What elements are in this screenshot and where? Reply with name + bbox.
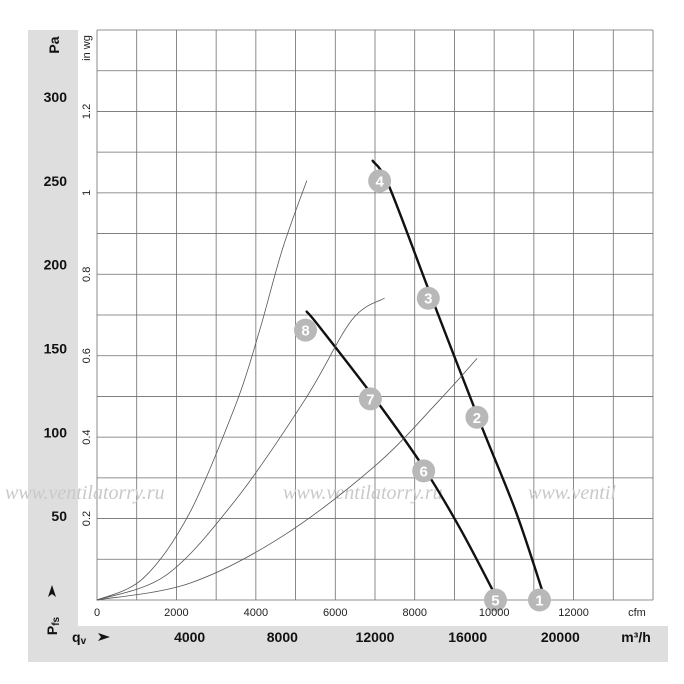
pa-tick-label: 100 — [44, 424, 68, 440]
cfm-tick-label: 2000 — [164, 607, 188, 619]
inwg-tick-label: 1.2 — [81, 104, 93, 119]
inwg-tick-label: 0.8 — [81, 267, 93, 282]
pressure-arrow-icon — [48, 585, 56, 597]
operating-point-label: 6 — [419, 463, 427, 480]
operating-points: 1 2 3 4 5 6 7 8 — [294, 169, 551, 612]
operating-point-marker — [412, 459, 436, 483]
operating-point-marker — [465, 405, 489, 429]
watermark-text: www.ventilatorry.ru — [5, 482, 165, 504]
watermark: www.ventilatorry.ru www.ventilatorry.ru ww… — [5, 482, 616, 504]
operating-point-marker — [483, 588, 507, 612]
pa-tick-label: 150 — [44, 341, 68, 357]
operating-point-label: 1 — [535, 593, 543, 610]
m3h-tick-label: 20000 — [541, 629, 580, 645]
operating-point-marker — [368, 169, 392, 193]
bottom-axis-band — [28, 626, 668, 662]
system-curve-line — [96, 358, 478, 601]
fan-curve-line — [305, 310, 499, 602]
m3h-tick-label: 16000 — [448, 629, 487, 645]
cfm-tick-label: 8000 — [402, 607, 426, 619]
operating-point-marker — [527, 588, 551, 612]
m3h-tick-label: 8000 — [267, 629, 298, 645]
cfm-tick-label: 0 — [94, 607, 100, 619]
inwg-tick-label: 1 — [81, 190, 93, 196]
operating-point-label: 7 — [366, 391, 374, 408]
operating-point-label: 8 — [301, 323, 309, 340]
inwg-tick-label: 0.6 — [81, 348, 93, 363]
grid — [96, 29, 654, 601]
pa-tick-label: 200 — [44, 257, 68, 273]
operating-point-marker — [294, 318, 317, 342]
operating-point-label: 3 — [424, 291, 432, 308]
pa-tick-label: 300 — [44, 89, 68, 105]
cfm-tick-label: 6000 — [323, 607, 347, 619]
flow-symbol: qv — [72, 629, 87, 647]
pressure-symbol: Pfs — [44, 616, 62, 635]
operating-point-label: 4 — [375, 173, 384, 190]
cfm-unit-label: cfm — [628, 607, 646, 619]
m3h-unit-label: m³/h — [621, 629, 651, 645]
watermark-text: www.ventil — [528, 482, 616, 504]
operating-point-marker — [358, 387, 382, 411]
inwg-unit-label: in wg — [81, 35, 93, 61]
left-axis-band — [28, 30, 78, 662]
pa-tick-label: 250 — [44, 173, 68, 189]
system-curve-line — [96, 297, 385, 601]
cfm-tick-label: 12000 — [558, 607, 589, 619]
m3h-tick-label: 12000 — [356, 629, 395, 645]
cfm-tick-label: 10000 — [479, 607, 510, 619]
inwg-tick-label: 0.4 — [81, 429, 93, 444]
pa-tick-label: 50 — [51, 508, 67, 524]
operating-point-label: 2 — [473, 410, 481, 427]
watermark-text: www.ventilatorry.ru — [283, 482, 443, 504]
operating-point-marker — [416, 286, 440, 310]
inwg-tick-label: 0.2 — [81, 511, 93, 526]
operating-point-label: 5 — [491, 593, 499, 610]
flow-arrow-icon — [98, 633, 110, 641]
pa-unit-label: Pa — [46, 36, 62, 53]
cfm-tick-label: 4000 — [244, 607, 268, 619]
m3h-tick-label: 4000 — [174, 629, 205, 645]
system-curve-line — [96, 180, 308, 601]
curves — [96, 159, 547, 602]
